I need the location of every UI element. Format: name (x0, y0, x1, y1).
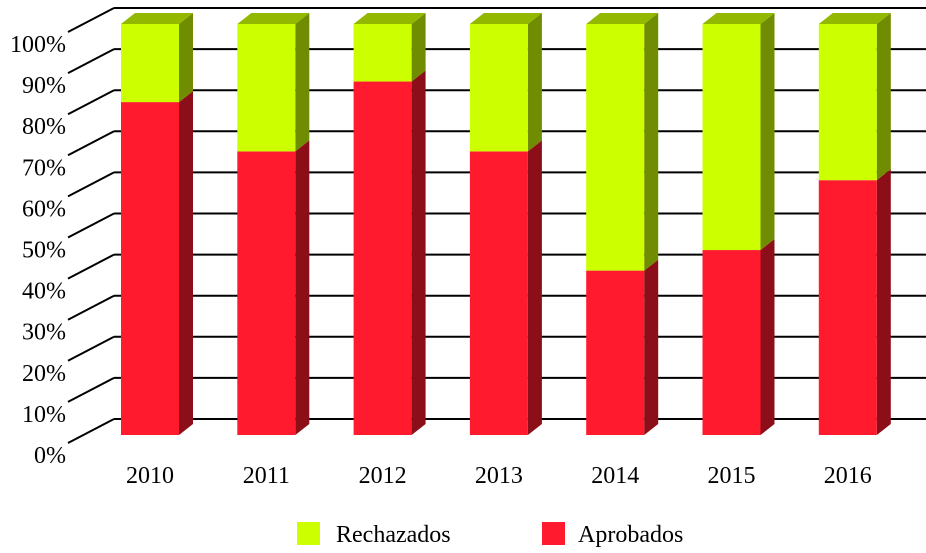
grid-line-diagonal (67, 377, 115, 403)
y-tick-label: 40% (22, 279, 66, 305)
y-tick-label: 80% (22, 114, 66, 140)
bar-segment-side-rechazados (876, 13, 891, 181)
bar-segment-rechazados (469, 24, 528, 152)
legend-swatch-rechazados (297, 522, 320, 545)
grid-line-diagonal (67, 130, 115, 157)
bar-segment-side-aprobados (295, 140, 310, 435)
y-tick-label: 90% (22, 73, 66, 99)
bar-top-face (818, 13, 891, 24)
y-axis-tick-labels: 0% 10% 20% 30% 40% 50% 60% 70% 80% 90% 100% (10, 32, 66, 469)
bar-segment-aprobados (121, 102, 179, 435)
bar-segment-side-rechazados (644, 13, 659, 271)
y-tick-label: 70% (22, 155, 66, 181)
bar-segment-side-rechazados (760, 13, 775, 251)
bar-segment-aprobados (818, 180, 877, 435)
bar-segment-rechazados (237, 24, 296, 152)
legend-label-aprobados: Aprobados (578, 522, 683, 548)
bar-top-face (702, 13, 775, 24)
bar-segment-side-rechazados (411, 13, 426, 82)
legend-swatch-aprobados (542, 522, 565, 545)
x-axis-tick-labels: 2010 2011 2012 2013 2014 2015 2016 (126, 463, 872, 489)
bar-top-face (121, 13, 193, 24)
y-tick-label: 0% (34, 443, 66, 469)
legend-label-rechazados: Rechazados (336, 522, 451, 548)
bar-segment-side-aprobados (411, 70, 426, 435)
bar-segment-rechazados (818, 24, 877, 181)
x-tick-label: 2010 (126, 463, 174, 489)
grid-line-diagonal (67, 294, 115, 321)
bar-segment-side-aprobados (179, 91, 193, 435)
bar-top-face (237, 13, 310, 24)
x-tick-label: 2011 (243, 463, 290, 489)
y-tick-label: 50% (22, 238, 66, 264)
y-tick-label: 60% (22, 196, 66, 222)
bar-segment-aprobados (586, 270, 645, 435)
bar-segment-side-rechazados (527, 13, 542, 152)
y-tick-label: 100% (10, 32, 66, 58)
grid-line-diagonal (67, 7, 115, 33)
y-tick-label: 20% (22, 361, 66, 387)
bar-segment-side-aprobados (760, 239, 775, 435)
grid-line-diagonal (67, 335, 115, 362)
bar-segment-side-aprobados (527, 140, 542, 435)
bar-segment-aprobados (469, 151, 528, 435)
bar-segment-aprobados (353, 81, 412, 435)
bar-top-face (586, 13, 659, 24)
bar-segment-rechazados (702, 24, 761, 251)
bar-segment-side-rechazados (179, 13, 193, 103)
bar-segment-aprobados (702, 250, 761, 435)
grid-line-diagonal (67, 418, 115, 444)
x-tick-label: 2016 (824, 463, 872, 489)
x-tick-label: 2012 (359, 463, 407, 489)
x-tick-label: 2015 (708, 463, 756, 489)
grid-line-diagonal (67, 253, 115, 280)
bars (121, 13, 891, 435)
bar-top-face (469, 13, 542, 24)
x-tick-label: 2013 (475, 463, 523, 489)
bar-segment-rechazados (586, 24, 645, 271)
grid-line-diagonal (67, 48, 115, 74)
x-tick-label: 2014 (591, 463, 639, 489)
bar-segment-aprobados (237, 151, 296, 435)
legend: Rechazados Aprobados (297, 522, 683, 548)
y-tick-label: 30% (22, 320, 66, 346)
bar-segment-rechazados (353, 24, 412, 82)
bar-segment-side-aprobados (876, 169, 891, 435)
grid-line-diagonal (67, 89, 115, 116)
bar-top-face (353, 13, 426, 24)
y-tick-label: 10% (22, 402, 66, 428)
bar-segment-side-aprobados (644, 259, 659, 435)
grid-line-diagonal (67, 171, 115, 198)
grid-line-diagonal (67, 212, 115, 239)
bar-segment-side-rechazados (295, 13, 310, 152)
bar-segment-rechazados (121, 24, 179, 103)
